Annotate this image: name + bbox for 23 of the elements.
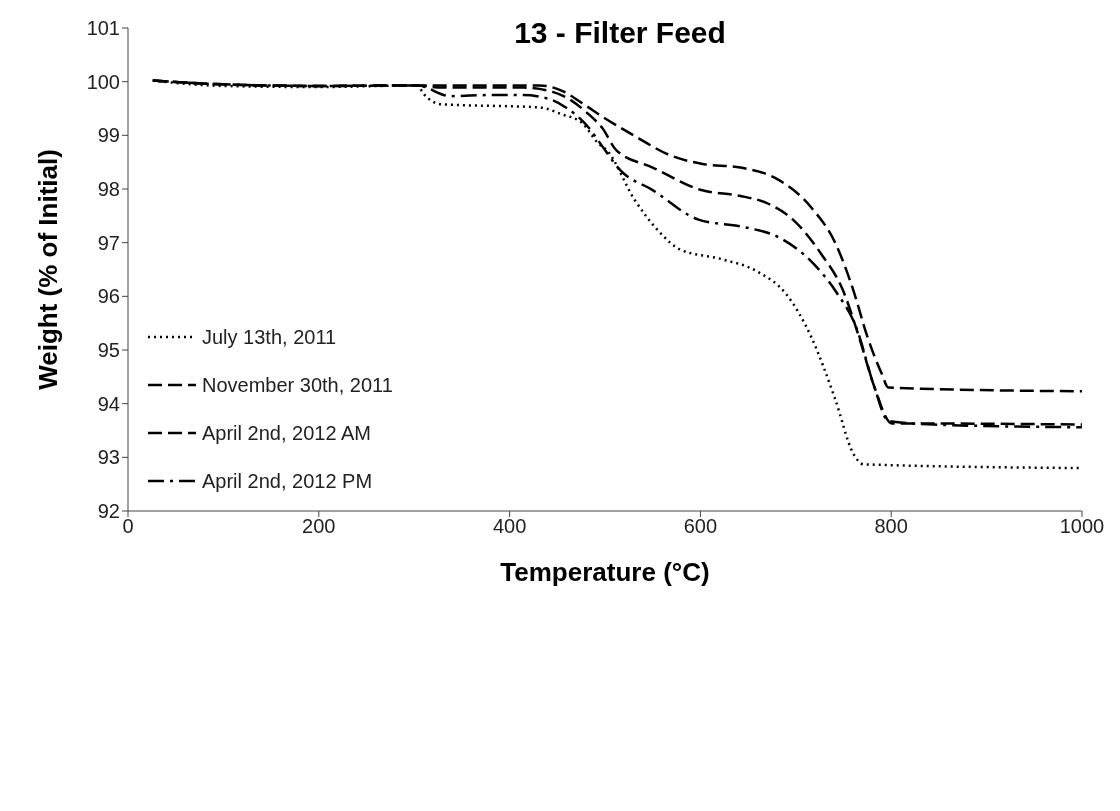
y-tick-label: 98 [97, 178, 120, 201]
legend-label: April 2nd, 2012 PM [202, 469, 373, 493]
y-tick-label: 97 [97, 231, 120, 254]
y-tick-label: 94 [97, 392, 120, 415]
x-tick-label: 600 [683, 515, 718, 538]
x-tick-label: 800 [874, 515, 908, 538]
y-axis-title: Weight (% of Initial) [33, 149, 64, 390]
y-tick-label: 92 [97, 500, 120, 523]
x-tick-label: 1000 [1059, 515, 1105, 538]
legend-label: April 2nd, 2012 AM [202, 421, 371, 445]
y-tick-label: 101 [86, 17, 120, 40]
x-tick-label: 0 [122, 515, 134, 538]
y-tick-label: 100 [86, 70, 120, 93]
y-tick-label: 95 [97, 339, 120, 362]
legend-label: November 30th, 2011 [202, 373, 393, 397]
chart-title: 13 - Filter Feed [513, 16, 727, 50]
x-axis-title: Temperature (°C) [500, 557, 710, 587]
x-tick-label: 200 [302, 515, 336, 538]
x-tick-label: 400 [492, 515, 527, 538]
y-tick-label: 93 [97, 446, 120, 469]
y-tick-label: 96 [97, 285, 120, 308]
legend-label: July 13th, 2011 [202, 325, 337, 349]
y-tick-label: 99 [97, 124, 120, 147]
